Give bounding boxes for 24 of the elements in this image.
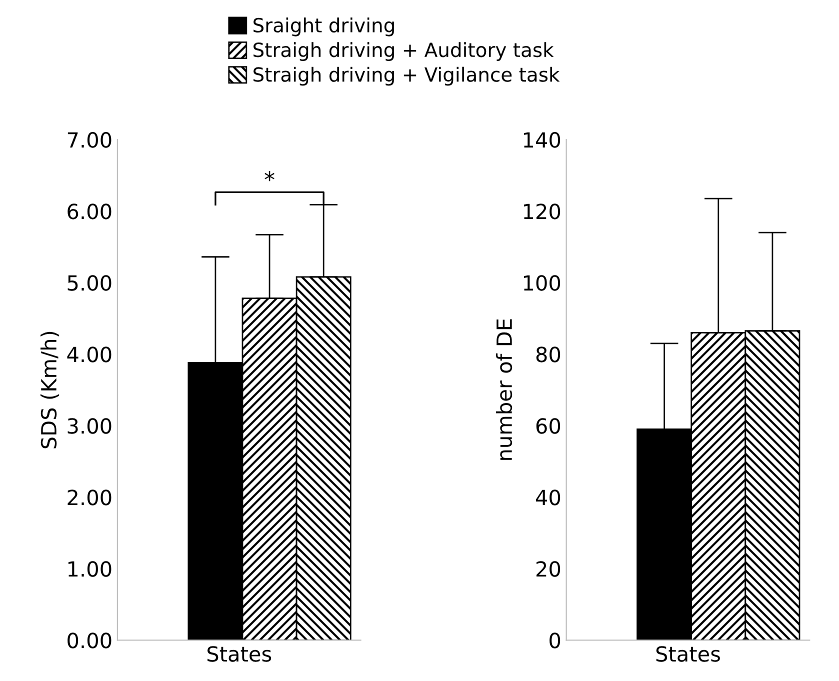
- y-axis-title: number of DE: [496, 319, 512, 460]
- y-tick-label: 120: [524, 204, 560, 220]
- y-tick-label: 100: [524, 275, 560, 291]
- y-tick-label: 7.00: [68, 132, 112, 148]
- y-tick-label: 3.00: [68, 418, 112, 434]
- y-axis-title: SDS (Km/h): [40, 332, 60, 448]
- y-tick-label: 6.00: [68, 204, 112, 220]
- legend-label: Straigh driving + Auditory task: [254, 42, 554, 61]
- y-tick-label: 0.00: [68, 632, 112, 648]
- y-tick-label: 80: [536, 346, 560, 362]
- y-tick-label: 40: [536, 490, 560, 506]
- y-tick-label: 20: [536, 561, 560, 577]
- x-axis-title: States: [207, 646, 272, 662]
- y-tick-label: 4.00: [67, 346, 112, 362]
- x-axis-title: States: [656, 646, 720, 662]
- legend-label: Sraight driving: [254, 18, 394, 36]
- y-tick-label: 1.00: [68, 561, 112, 577]
- y-tick-label: 5.00: [68, 275, 112, 291]
- y-tick-label: 140: [524, 132, 560, 148]
- legend-label: Straigh driving + Vigilance task: [254, 66, 560, 86]
- y-tick-label: 60: [536, 418, 560, 434]
- annotation: *: [264, 171, 274, 182]
- y-tick-label: 0: [550, 632, 560, 648]
- y-tick-label: 2.00: [68, 490, 112, 506]
